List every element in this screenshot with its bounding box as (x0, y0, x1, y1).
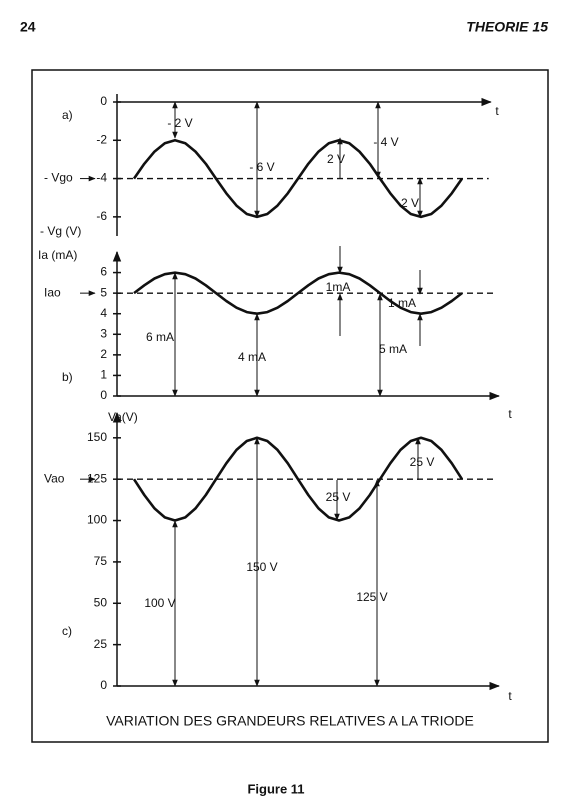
annotation: 25 V (326, 490, 351, 504)
x-axis-label: t (495, 104, 499, 118)
y-tick-label: 150 (87, 430, 107, 444)
annotation: 2 V (401, 196, 419, 210)
figure-frame (31, 69, 549, 743)
y-axis-label: Va(V) (108, 410, 138, 424)
reference-label: - Vgo (44, 171, 73, 185)
panel-label: c) (62, 624, 72, 638)
y-tick-label: 100 (87, 513, 107, 527)
y-tick-label: 0 (100, 388, 107, 402)
y-tick-label: 5 (100, 285, 107, 299)
y-tick-label: 50 (94, 595, 108, 609)
figure-title: VARIATION DES GRANDEURS RELATIVES A LA T… (106, 713, 474, 729)
y-tick-label: 3 (100, 326, 107, 340)
y-tick-label: 2 (100, 347, 107, 361)
panel-label: b) (62, 370, 73, 384)
panel-label: a) (62, 108, 73, 122)
x-axis-label: t (508, 407, 512, 421)
y-tick-label: 6 (100, 265, 107, 279)
annotation: 6 mA (146, 330, 174, 344)
annotation: 4 mA (238, 350, 266, 364)
y-tick-label: 0 (100, 94, 107, 108)
y-tick-label: -6 (96, 209, 107, 223)
y-axis-label: - Vg (V) (40, 224, 81, 238)
signal-curve (133, 271, 463, 315)
annotation: 5 mA (379, 342, 407, 356)
y-tick-label: 125 (87, 471, 107, 485)
annotation: - 6 V (249, 160, 274, 174)
y-tick-label: -4 (96, 171, 107, 185)
y-axis-label: Ia (mA) (38, 248, 77, 262)
figure-caption: Figure 11 (247, 781, 304, 796)
y-tick-label: 75 (94, 554, 108, 568)
annotation: 1mA (326, 280, 351, 294)
reference-label: Vao (44, 471, 65, 485)
page-number: 24 (20, 19, 36, 35)
y-tick-label: 25 (94, 637, 108, 651)
annotation: - 4 V (373, 135, 398, 149)
y-tick-label: -2 (96, 132, 107, 146)
y-tick-label: 4 (100, 306, 107, 320)
x-axis-label: t (508, 689, 512, 703)
annotation: 125 V (356, 590, 387, 604)
annotation: 150 V (246, 560, 277, 574)
running-header: THEORIE 15 (466, 19, 548, 35)
signal-curve (132, 139, 464, 219)
y-tick-label: 1 (100, 368, 107, 382)
annotation: 2 V (327, 152, 345, 166)
y-tick-label: 0 (100, 678, 107, 692)
annotation: 25 V (410, 455, 435, 469)
reference-label: Iao (44, 285, 61, 299)
annotation: 1 mA (388, 296, 416, 310)
annotation: - 2 V (167, 116, 192, 130)
signal-curve (132, 436, 464, 522)
annotation: 100 V (144, 596, 175, 610)
